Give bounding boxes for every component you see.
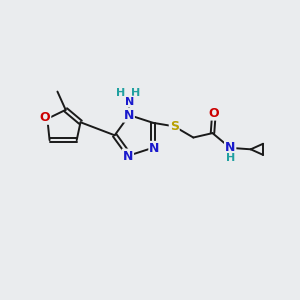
Text: H: H	[116, 88, 126, 98]
Text: N: N	[125, 97, 134, 106]
Text: H: H	[131, 88, 140, 98]
Text: N: N	[123, 149, 133, 163]
Text: S: S	[170, 120, 179, 133]
Text: N: N	[149, 142, 160, 155]
Text: O: O	[40, 111, 50, 124]
Text: N: N	[225, 141, 235, 154]
Text: O: O	[209, 106, 219, 120]
Text: H: H	[226, 153, 236, 163]
Text: N: N	[124, 109, 134, 122]
